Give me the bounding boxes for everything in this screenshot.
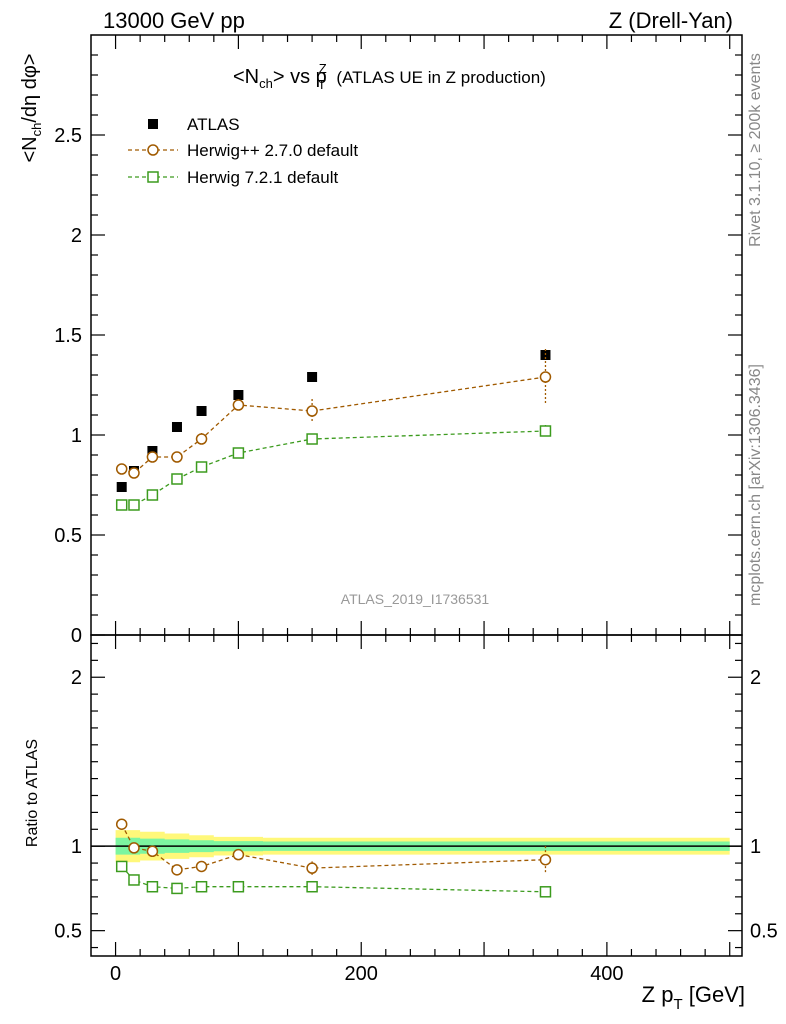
atlas-point — [147, 446, 158, 456]
atlas-point — [171, 422, 182, 432]
herwigpp-ratio-point — [146, 845, 159, 858]
y-tick-label: 1.5 — [54, 325, 82, 347]
herwigpp-point — [128, 467, 140, 479]
herwig7-point — [146, 489, 159, 501]
y-tick-label: 0.5 — [54, 525, 82, 547]
atlas-point — [233, 390, 244, 400]
chart-title: <Nch> vs pZ T (ATLAS UE in Z production) — [233, 61, 546, 92]
herwig7-point — [539, 425, 552, 437]
herwig7-ratio-point — [539, 886, 552, 898]
legend-label-herwig7: Herwig 7.2.1 default — [187, 168, 338, 187]
atlas-point — [307, 372, 318, 382]
herwig7-ratio-point — [146, 880, 159, 893]
herwig7-ratio-point — [128, 874, 140, 886]
herwig7-point — [306, 433, 318, 445]
x-tick-label: 0 — [110, 963, 121, 985]
herwig7-ratio-point — [306, 880, 318, 893]
herwigpp-ratio-point — [539, 853, 552, 866]
legend-marker-herwig7 — [147, 171, 159, 183]
herwig7-ratio-line — [121, 866, 546, 893]
herwig7-ratio-point — [115, 860, 128, 873]
tick-labels: 0 200 400 0 0.5 1 1.5 2 2.5 0.5 0.5 1 1 2 2 — [54, 125, 778, 985]
legend: ATLAS Herwig++ 2.7.0 default Herwig 7.2.1 … — [128, 115, 358, 187]
y-tick-label: 0 — [71, 625, 82, 647]
header-right: Z (Drell-Yan) — [609, 8, 733, 33]
herwig7-line — [121, 430, 546, 506]
herwigpp-ratio-point — [232, 848, 245, 861]
mcplots-note: mcplots.cern.ch [arXiv:1306.3436] — [747, 364, 764, 606]
herwigpp-point — [146, 451, 159, 463]
header-left: 13000 GeV pp — [103, 8, 245, 33]
herwigpp-ratio-point — [306, 862, 318, 874]
x-tick-label: 400 — [590, 963, 623, 985]
legend-label-atlas: ATLAS — [187, 115, 240, 134]
legend-label-herwigpp: Herwig++ 2.7.0 default — [187, 141, 358, 160]
ratio-tick-label-right: 0.5 — [750, 921, 778, 943]
ratio-frame — [90, 634, 743, 957]
rivet-note: Rivet 3.1.10, ≥ 200k events — [747, 53, 764, 247]
ratio-tick-label-right: 1 — [750, 836, 761, 858]
watermark: ATLAS_2019_I1736531 — [341, 591, 490, 607]
herwig7-point — [171, 473, 183, 485]
herwigpp-point — [306, 405, 318, 417]
ratio-tick-label-left: 1 — [71, 836, 82, 858]
x-tick-label: 200 — [345, 963, 378, 985]
herwig7-point — [128, 499, 140, 511]
herwigpp-point — [115, 463, 128, 475]
ratio-y-axis-label: Ratio to ATLAS — [24, 739, 41, 847]
herwigpp-point — [232, 399, 245, 411]
legend-marker-atlas — [148, 119, 158, 129]
ratio-tick-label-left: 0.5 — [54, 921, 82, 943]
y-tick-label: 1 — [71, 425, 82, 447]
herwigpp-point — [171, 451, 183, 463]
herwig7-point — [115, 499, 128, 511]
herwigpp-ratio-point — [195, 860, 208, 873]
herwigpp-line — [121, 376, 546, 474]
atlas-point — [116, 482, 127, 492]
herwig7-ratio-point — [171, 882, 183, 895]
herwigpp-ratio-point — [115, 818, 128, 830]
herwig7-ratio-point — [195, 880, 208, 893]
ratio-series — [115, 818, 552, 898]
herwig7-point — [232, 447, 245, 459]
atlas-point — [196, 406, 207, 416]
herwigpp-ratio-point — [128, 842, 140, 854]
axis-ticks — [91, 35, 742, 956]
y-tick-label: 2 — [71, 225, 82, 247]
main-series — [115, 349, 552, 511]
herwig7-point — [195, 461, 208, 473]
herwigpp-point — [539, 371, 552, 383]
y-tick-label: 2.5 — [54, 125, 82, 147]
legend-marker-herwigpp — [147, 144, 159, 156]
herwig7-ratio-point — [232, 880, 245, 893]
ratio-tick-label-right: 2 — [750, 667, 761, 689]
x-axis-label: Z pT [GeV] — [642, 982, 745, 1013]
y-axis-label: <Nch/dη dφ> — [19, 53, 44, 162]
ratio-tick-label-left: 2 — [71, 667, 82, 689]
herwigpp-point — [195, 433, 208, 445]
herwigpp-ratio-point — [171, 864, 183, 876]
